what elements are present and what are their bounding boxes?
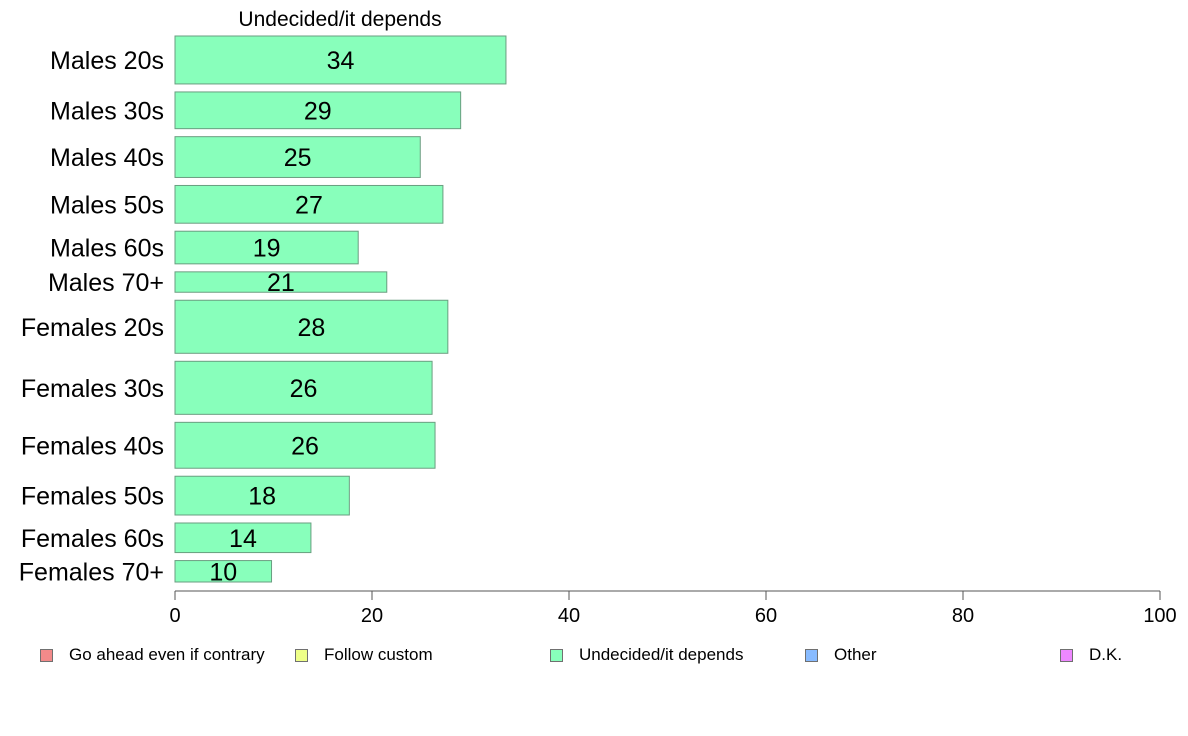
legend-swatch bbox=[1060, 648, 1073, 662]
bar-value-label: 26 bbox=[291, 432, 319, 460]
bar-value-label: 26 bbox=[290, 375, 318, 403]
chart-title: Undecided/it depends bbox=[238, 8, 441, 31]
bar bbox=[174, 271, 388, 293]
bar-value-label: 21 bbox=[267, 269, 295, 297]
x-tick-label: 20 bbox=[361, 605, 383, 627]
category-label: Females 60s bbox=[21, 525, 164, 553]
bar-value-label: 14 bbox=[229, 525, 257, 553]
legend-swatch bbox=[295, 648, 308, 662]
legend-item: Go ahead even if contrary bbox=[40, 644, 265, 666]
bar-value-label: 10 bbox=[209, 558, 237, 586]
bar-value-label: 29 bbox=[304, 97, 332, 125]
category-label: Males 30s bbox=[50, 97, 164, 125]
x-tick-label: 60 bbox=[755, 605, 777, 627]
category-label: Males 50s bbox=[50, 191, 164, 219]
bar-value-label: 27 bbox=[295, 191, 323, 219]
bar bbox=[174, 230, 359, 265]
legend-item: D.K. bbox=[1060, 644, 1122, 666]
bar bbox=[174, 522, 312, 554]
legend-label: Other bbox=[834, 645, 877, 664]
legend-item: Undecided/it depends bbox=[550, 644, 743, 666]
x-tick-label: 40 bbox=[558, 605, 580, 627]
legend-item: Other bbox=[805, 644, 877, 666]
category-label: Males 20s bbox=[50, 47, 164, 75]
bars-group: 34 Males 20s 29 Males 30s 25 Males 40s 27 Males… bbox=[19, 35, 507, 586]
category-label: Males 60s bbox=[50, 235, 164, 263]
bar-value-label: 19 bbox=[253, 235, 281, 263]
bar-value-label: 28 bbox=[298, 314, 326, 342]
legend-label: Go ahead even if contrary bbox=[69, 645, 265, 664]
bar-value-label: 34 bbox=[327, 47, 355, 75]
category-label: Females 40s bbox=[21, 432, 164, 460]
bar bbox=[174, 184, 444, 224]
bar-value-label: 18 bbox=[248, 483, 276, 511]
bar-value-label: 25 bbox=[284, 144, 312, 172]
category-label: Females 20s bbox=[21, 314, 164, 342]
x-tick-label: 0 bbox=[169, 605, 180, 627]
category-label: Females 30s bbox=[21, 375, 164, 403]
x-tick-label: 80 bbox=[952, 605, 974, 627]
legend-swatch bbox=[40, 648, 53, 662]
legend-label: Undecided/it depends bbox=[579, 645, 744, 664]
category-label: Females 70+ bbox=[19, 558, 164, 586]
x-tick-label: 100 bbox=[1143, 605, 1176, 627]
category-label: Males 70+ bbox=[48, 269, 164, 297]
bar bbox=[174, 421, 436, 469]
bar bbox=[174, 136, 421, 178]
legend-swatch bbox=[550, 648, 563, 662]
x-axis: 0 20 40 60 80 100 bbox=[169, 590, 1177, 627]
bar bbox=[174, 475, 350, 516]
legend-label: D.K. bbox=[1089, 645, 1123, 664]
bar bbox=[174, 560, 273, 583]
bar bbox=[174, 360, 433, 415]
legend: Go ahead even if contrary Follow custom Un… bbox=[0, 644, 1188, 668]
legend-label: Follow custom bbox=[324, 645, 433, 664]
legend-item: Follow custom bbox=[295, 644, 433, 666]
category-label: Males 40s bbox=[50, 144, 164, 172]
bar bbox=[174, 299, 449, 354]
bar bbox=[174, 91, 462, 130]
category-label: Females 50s bbox=[21, 483, 164, 511]
bar bbox=[174, 35, 507, 85]
legend-swatch bbox=[805, 648, 818, 662]
